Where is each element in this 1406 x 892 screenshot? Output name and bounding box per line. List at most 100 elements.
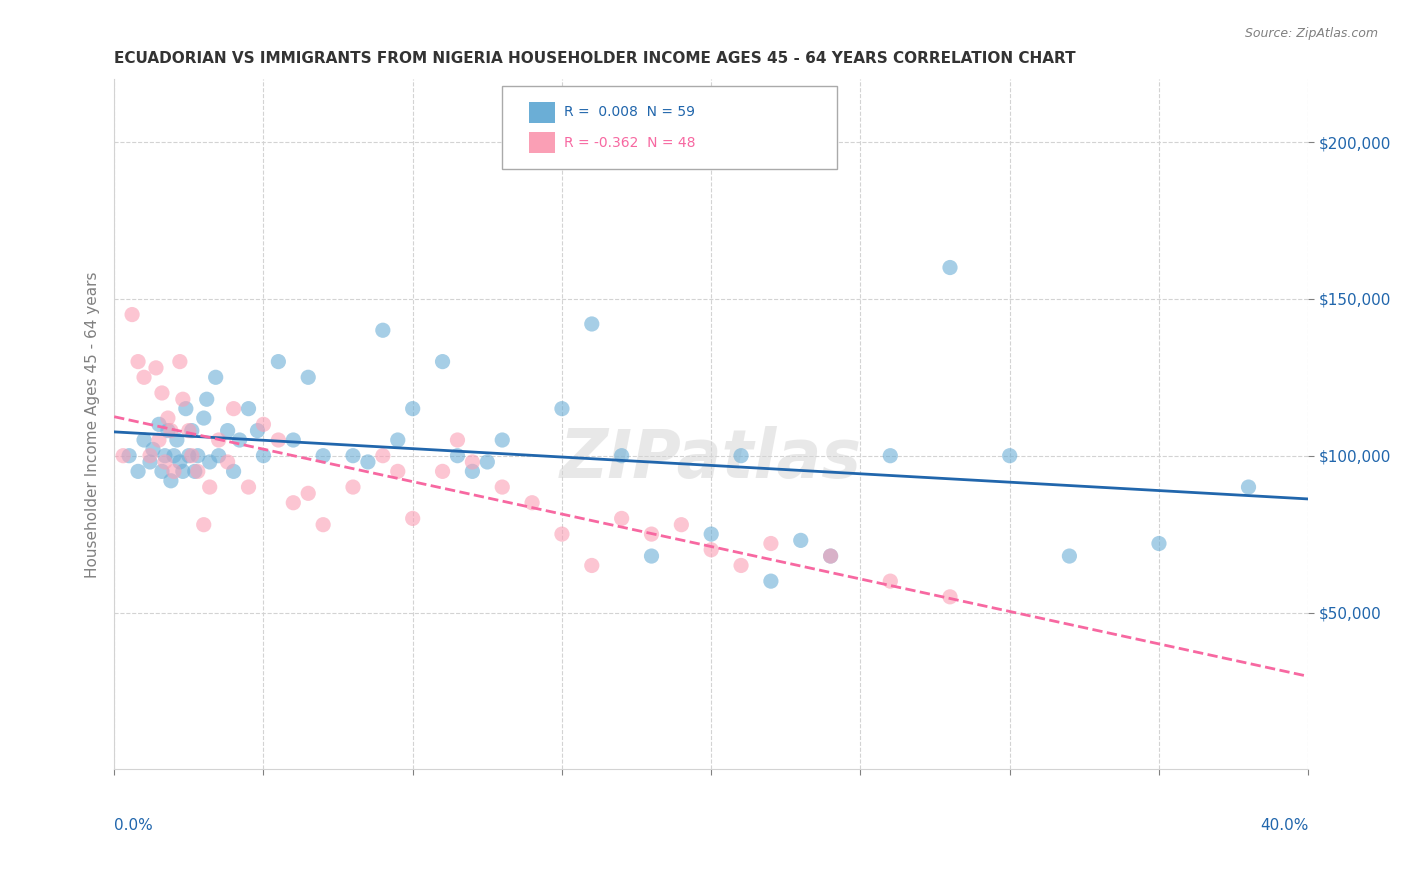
Point [160,474,183,488]
Point [204,370,226,384]
Point [283,496,305,510]
Point [222,464,245,478]
Point [790,533,813,548]
Point [174,401,197,416]
Text: 0.0%: 0.0% [114,818,153,832]
Point [153,449,176,463]
Point [371,449,394,463]
Text: R =  0.008  N = 59: R = 0.008 N = 59 [564,105,696,120]
Point [312,449,335,463]
Point [195,392,218,407]
Point [1237,480,1260,494]
Point [142,442,165,457]
Point [177,449,200,463]
Point [551,527,574,541]
Point [112,449,135,463]
Point [461,464,484,478]
Point [283,433,305,447]
Point [193,411,215,425]
Point [150,464,173,478]
Point [491,433,513,447]
Point [461,455,484,469]
Point [1059,549,1081,563]
Point [371,323,394,337]
Point [432,354,454,368]
Point [208,449,231,463]
Point [193,517,215,532]
Point [180,449,202,463]
Point [610,449,633,463]
Point [387,464,409,478]
Point [180,424,202,438]
Point [118,449,141,463]
Point [387,433,409,447]
Point [163,464,186,478]
Point [491,480,513,494]
Point [252,417,274,432]
Point [730,558,752,573]
Point [160,424,183,438]
Point [402,511,425,525]
Y-axis label: Householder Income Ages 45 - 64 years: Householder Income Ages 45 - 64 years [86,271,100,578]
Text: Source: ZipAtlas.com: Source: ZipAtlas.com [1244,27,1378,40]
Point [121,308,143,322]
Point [551,401,574,416]
Point [228,433,250,447]
Point [184,464,207,478]
Point [177,424,200,438]
Point [297,370,319,384]
Point [238,480,260,494]
Point [402,401,425,416]
Point [581,558,603,573]
Point [640,549,662,563]
Point [127,354,149,368]
Point [198,480,221,494]
Point [730,449,752,463]
Point [252,449,274,463]
Point [156,424,179,438]
Point [156,411,179,425]
Point [357,455,380,469]
Point [581,317,603,331]
Point [217,424,239,438]
Point [208,433,231,447]
Point [132,433,155,447]
Point [153,455,176,469]
Point [700,527,723,541]
FancyBboxPatch shape [529,102,555,123]
Point [939,260,962,275]
Point [879,574,901,589]
Point [187,449,209,463]
Point [312,517,335,532]
Point [163,449,186,463]
Point [640,527,662,541]
Point [342,480,364,494]
Point [879,449,901,463]
Point [172,392,194,407]
Point [172,464,194,478]
Point [700,542,723,557]
Text: R = -0.362  N = 48: R = -0.362 N = 48 [564,136,696,150]
Point [610,511,633,525]
Text: ECUADORIAN VS IMMIGRANTS FROM NIGERIA HOUSEHOLDER INCOME AGES 45 - 64 YEARS CORR: ECUADORIAN VS IMMIGRANTS FROM NIGERIA HO… [114,51,1076,66]
Point [166,433,188,447]
FancyBboxPatch shape [502,87,837,169]
Point [139,449,162,463]
Point [759,536,782,550]
Point [222,401,245,416]
Point [267,433,290,447]
Point [432,464,454,478]
Text: 40.0%: 40.0% [1260,818,1308,832]
FancyBboxPatch shape [529,133,555,153]
Text: ZIPatlas: ZIPatlas [560,425,862,491]
Point [150,386,173,401]
Point [477,455,499,469]
Point [267,354,290,368]
Point [145,360,167,375]
Point [139,455,162,469]
Point [671,517,693,532]
Point [820,549,842,563]
Point [217,455,239,469]
Point [998,449,1021,463]
Point [127,464,149,478]
